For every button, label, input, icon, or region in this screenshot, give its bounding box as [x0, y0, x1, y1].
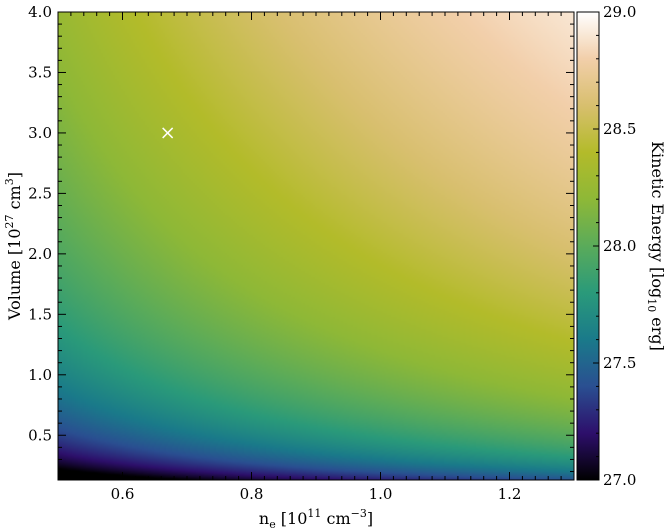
- y-tick-label: 1.0: [28, 366, 52, 384]
- colorbar-tick-label: 29.0: [603, 3, 636, 21]
- x-tick-label: 0.8: [240, 485, 264, 503]
- heatmap-image: [58, 12, 574, 480]
- x-axis-label: ne [1011 cm−3]: [259, 507, 373, 531]
- y-tick-label: 4.0: [28, 3, 52, 21]
- y-tick-label: 3.5: [28, 63, 52, 81]
- y-tick-label: 2.0: [28, 245, 52, 263]
- x-tick-label: 1.2: [498, 485, 522, 503]
- x-tick-label: 1.0: [369, 485, 393, 503]
- colorbar-label: Kinetic Energy [log10 erg]: [645, 141, 665, 351]
- colorbar-tick-label: 28.5: [603, 120, 636, 138]
- x-ticks: 0.6 0.8 1.0 1.2: [57, 12, 575, 503]
- y-ticks: 0.5 1.0 1.5 2.0 2.5 3.0 3.5 4.0: [28, 3, 574, 473]
- heatmap-plot: 0.6 0.8 1.0 1.2 0.5 1.0 1.5 2.0 2.5 3.0 3.5 4.0: [28, 3, 575, 503]
- x-tick-label: 0.6: [111, 485, 135, 503]
- colorbar-ticks: 27.0 27.5 28.0 28.5 29.0: [593, 3, 636, 489]
- colorbar-tick-label: 27.5: [603, 354, 636, 372]
- marker-stroke: [162, 127, 174, 139]
- y-tick-label: 0.5: [28, 426, 52, 444]
- y-tick-label: 3.0: [28, 124, 52, 142]
- colorbar-tick-label: 28.0: [603, 237, 636, 255]
- colorbar: 27.0 27.5 28.0 28.5 29.0: [576, 3, 636, 489]
- colorbar-tick-label: 27.0: [603, 471, 636, 489]
- marker-x: [162, 127, 174, 139]
- y-tick-label: 1.5: [28, 305, 52, 323]
- y-axis-label: Volume [1027 cm3]: [3, 172, 24, 321]
- y-tick-label: 2.5: [28, 184, 52, 202]
